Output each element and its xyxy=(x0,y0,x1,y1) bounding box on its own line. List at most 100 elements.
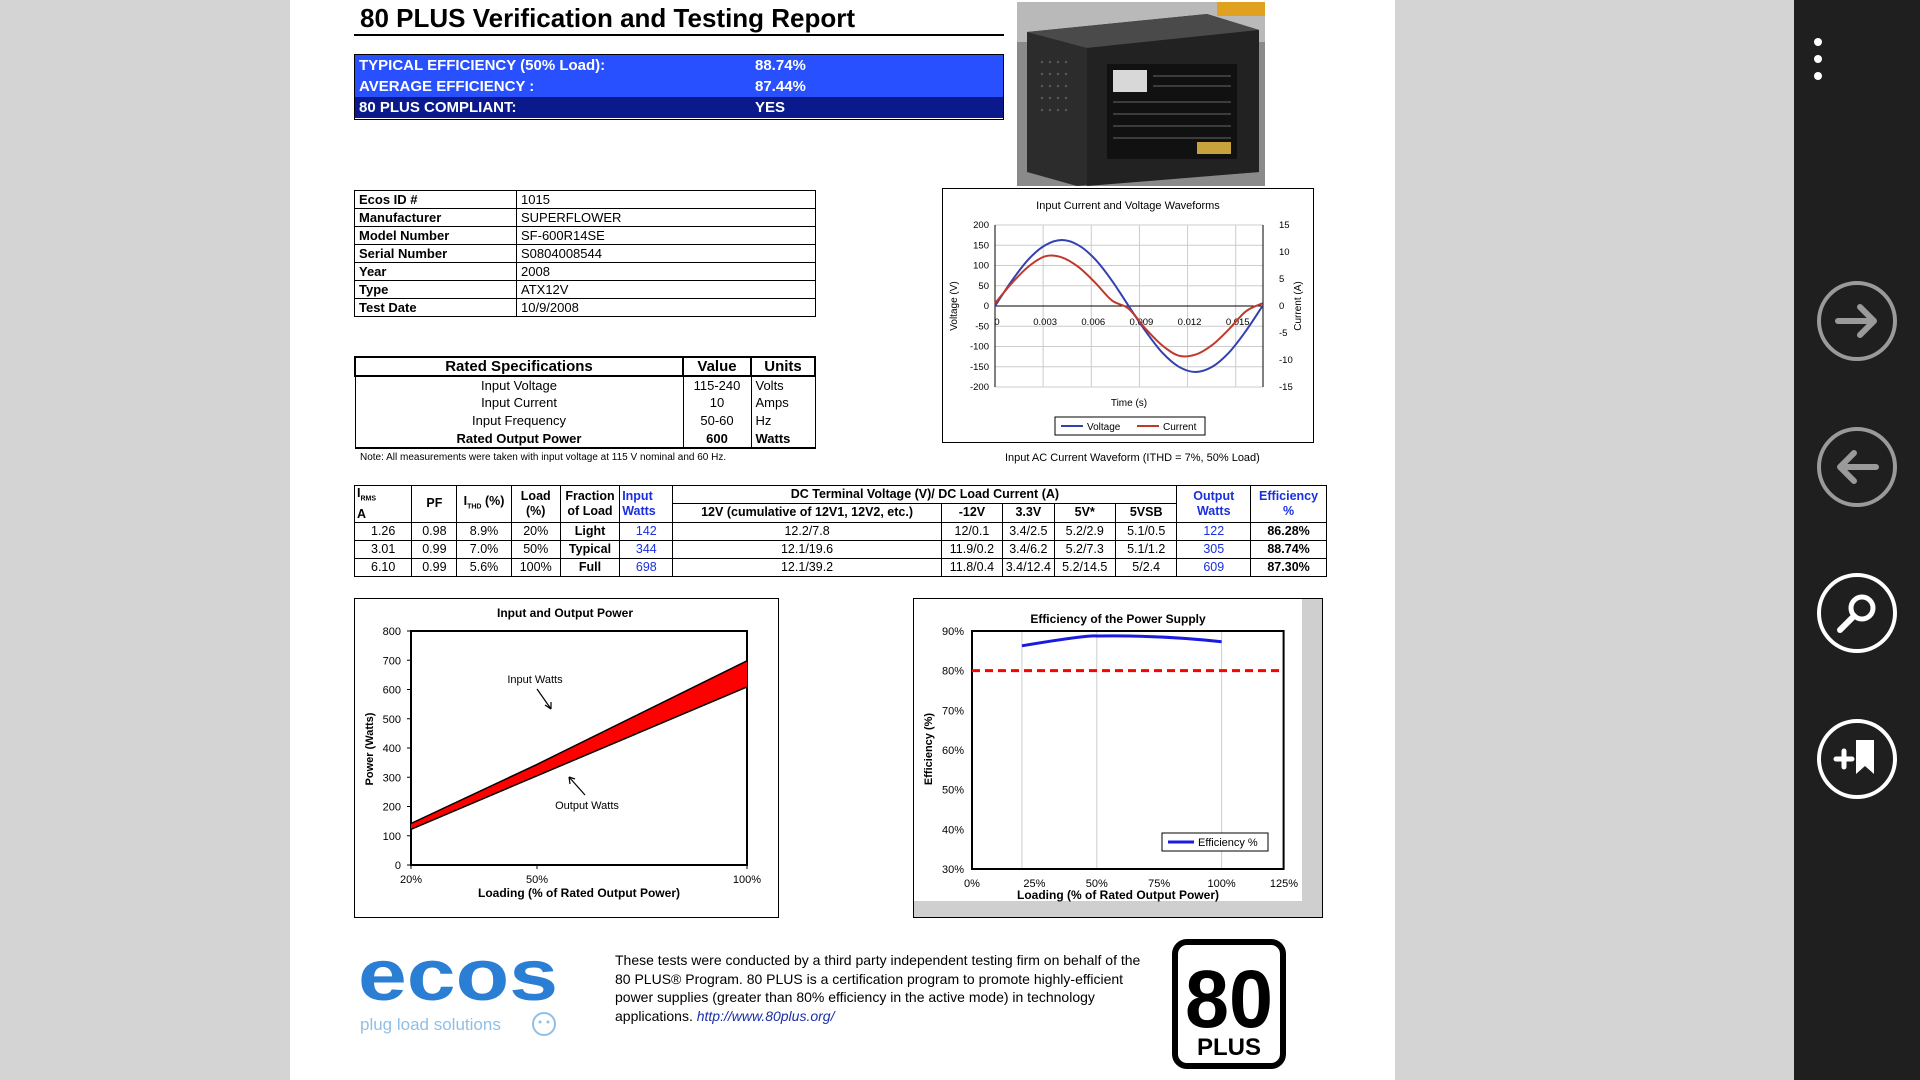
add-bookmark-button[interactable] xyxy=(1816,718,1898,800)
identity-key: Serial Number xyxy=(354,244,517,263)
summary-value: 88.74% xyxy=(755,57,806,74)
cell-output-watts: 609 xyxy=(1176,557,1252,577)
x-tick-label: 0 xyxy=(994,317,999,328)
80-plus-logo-word: PLUS xyxy=(1197,1034,1261,1061)
identity-value: 2008 xyxy=(516,262,816,281)
x-axis-label: Loading (% of Rated Output Power) xyxy=(1017,888,1219,902)
cell-minus12v: 11.9/0.2 xyxy=(940,539,1004,559)
column-header-5v: 5V* xyxy=(1053,503,1116,523)
spec-label: Input Voltage xyxy=(354,376,684,394)
annotation-input-watts: Input Watts xyxy=(507,674,563,686)
table-row: Type ATX12V xyxy=(354,280,816,299)
x-tick-label: 0.006 xyxy=(1081,317,1105,328)
x-tick-label: 100% xyxy=(1208,878,1236,890)
cell-5v: 5.2/14.5 xyxy=(1053,557,1116,577)
cell-pf: 0.99 xyxy=(411,539,458,559)
annotation-arrow xyxy=(536,688,552,710)
spec-value: 115-240 xyxy=(682,376,752,394)
column-header-12v: 12V (cumulative of 12V1, 12V2, etc.) xyxy=(672,503,942,523)
table-row: Serial Number S0804008544 xyxy=(354,244,816,263)
column-header-3v3: 3.3V xyxy=(1002,503,1055,523)
summary-row: 80 PLUS COMPLIANT: YES xyxy=(355,97,1003,118)
annotation-arrowhead xyxy=(544,702,552,710)
x-tick-label: 0.003 xyxy=(1033,317,1057,328)
program-description: These tests were conducted by a third pa… xyxy=(615,951,1155,1025)
column-header-output-watts: Output Watts xyxy=(1176,485,1252,523)
cell-load: 100% xyxy=(510,557,561,577)
y-tick-label: 500 xyxy=(383,714,401,726)
y-tick-label: 50% xyxy=(942,785,964,797)
spec-value: 10 xyxy=(682,394,752,412)
x-tick-label: 0.012 xyxy=(1178,317,1202,328)
annotation-arrowhead xyxy=(568,776,576,785)
identity-key: Year xyxy=(354,262,517,281)
back-button[interactable] xyxy=(1816,426,1898,508)
y-tick-label: 50 xyxy=(978,281,989,292)
table-row: Rated Output Power 600 Watts xyxy=(354,430,816,449)
efficiency-summary: TYPICAL EFFICIENCY (50% Load): 88.74% AV… xyxy=(354,54,1004,120)
column-header-fraction: Fraction of Load xyxy=(559,485,621,523)
column-header-5vsb: 5VSB xyxy=(1114,503,1178,523)
identity-key: Model Number xyxy=(354,226,517,245)
x-tick-label: 25% xyxy=(1023,878,1045,890)
x-tick-label: 50% xyxy=(526,874,548,886)
cell-ithd: 8.9% xyxy=(456,521,512,541)
series-line-current xyxy=(994,254,1263,358)
program-link[interactable]: http://www.80plus.org/ xyxy=(696,1007,835,1024)
efficiency-chart-svg: Efficiency of the Power Supply 30% 40% 50% 6… xyxy=(914,599,1322,917)
column-header: Value xyxy=(682,356,752,377)
identity-value: SF-600R14SE xyxy=(516,226,816,245)
cell-5v: 5.2/2.9 xyxy=(1053,521,1116,541)
chart-title: Input Current and Voltage Waveforms xyxy=(1036,200,1220,212)
forward-button[interactable] xyxy=(1816,280,1898,362)
cell-5vsb: 5.1/0.5 xyxy=(1114,521,1178,541)
column-header-irms: IRMS A xyxy=(353,485,413,523)
measurement-note: Note: All measurements were taken with i… xyxy=(360,452,727,463)
y2-tick-label: -10 xyxy=(1279,355,1293,366)
chart-frame-shade xyxy=(1302,599,1322,917)
series-line-output-watts xyxy=(410,686,748,830)
y-tick-label: 80% xyxy=(942,666,964,678)
summary-label: TYPICAL EFFICIENCY (50% Load): xyxy=(359,57,606,74)
annotation-output-watts: Output Watts xyxy=(555,800,619,812)
table-row: Ecos ID #1015 xyxy=(354,190,816,209)
page-title: 80 PLUS Verification and Testing Report xyxy=(360,3,856,33)
80-plus-logo-number: 80 xyxy=(1185,954,1273,1045)
y-tick-label: 100 xyxy=(383,831,401,843)
y-tick-label: 100 xyxy=(973,261,989,272)
table-row: Test Date 10/9/2008 xyxy=(354,298,816,317)
more-icon[interactable] xyxy=(1814,38,1824,89)
cell-ithd: 7.0% xyxy=(456,539,512,559)
search-button[interactable] xyxy=(1816,572,1898,654)
title-rule xyxy=(354,34,1004,36)
series-line-input-watts xyxy=(410,660,748,825)
search-icon xyxy=(1817,573,1897,653)
ecos-logo: ecos plug load solutions xyxy=(358,940,558,1036)
table-row: Input Current 10 Amps xyxy=(354,394,816,412)
identity-key: Test Date xyxy=(354,298,517,317)
cell-efficiency: 86.28% xyxy=(1250,521,1327,541)
y2-tick-label: 5 xyxy=(1279,274,1284,285)
plot-area xyxy=(971,630,1285,870)
y-tick-label: -100 xyxy=(970,342,989,353)
annotation-arrow xyxy=(568,776,586,796)
table-row: Input Frequency 50-60 Hz xyxy=(354,412,816,430)
x-tick-label: 0% xyxy=(964,878,980,890)
x-axis-label: Loading (% of Rated Output Power) xyxy=(478,886,680,900)
y-tick-label: 40% xyxy=(942,824,964,836)
80-plus-logo: 80 PLUS xyxy=(1172,939,1286,1069)
y-tick-label: 0 xyxy=(395,860,401,872)
column-header-minus12v: -12V xyxy=(940,503,1004,523)
legend-label: Efficiency % xyxy=(1198,837,1258,849)
identity-key: Manufacturer xyxy=(354,208,517,227)
spec-value: 600 xyxy=(682,430,752,449)
summary-value: YES xyxy=(755,99,786,116)
cell-5vsb: 5.1/1.2 xyxy=(1114,539,1178,559)
y-axis-label: Voltage (V) xyxy=(949,281,960,330)
table-row: 3.01 0.99 7.0% 50% Typical 344 12.1/19.6 11.9/0… xyxy=(353,539,1327,559)
chart-frame-shade xyxy=(914,901,1322,917)
back-arrow-icon xyxy=(1817,427,1897,507)
identity-table: Ecos ID #1015 Manufacturer SUPERFLOWER Mo… xyxy=(354,190,816,317)
column-header-load: Load (%) xyxy=(510,485,561,523)
series-line-voltage xyxy=(994,238,1264,374)
